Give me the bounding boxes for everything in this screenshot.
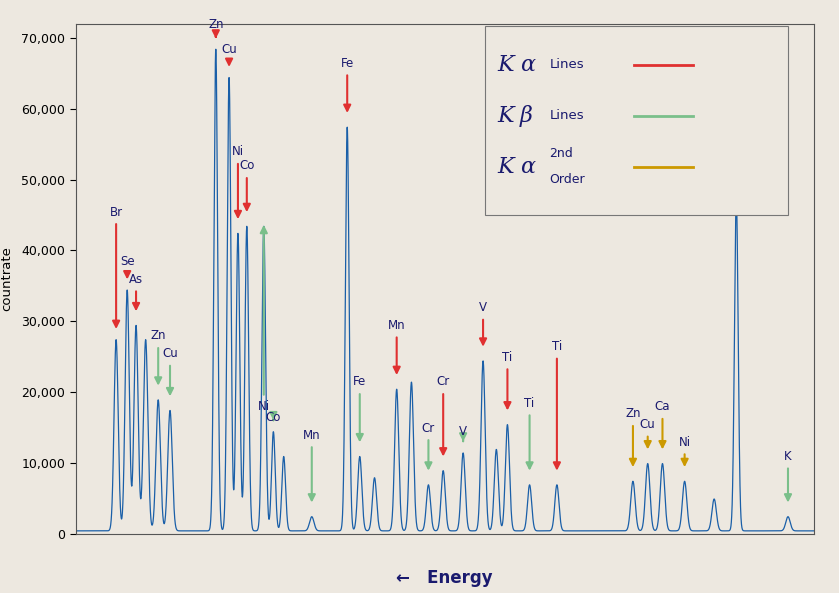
Text: Zn: Zn — [625, 407, 641, 465]
Text: ←   Energy: ← Energy — [396, 569, 493, 588]
Text: Ti: Ti — [503, 350, 513, 408]
Text: V: V — [459, 425, 467, 441]
Text: Cr: Cr — [436, 375, 450, 454]
Text: V: V — [479, 301, 487, 345]
Text: α: α — [520, 155, 535, 177]
Text: Zn: Zn — [208, 18, 223, 37]
Text: Order: Order — [550, 173, 585, 186]
Text: Ti: Ti — [552, 340, 562, 468]
Text: Zn: Zn — [150, 330, 166, 384]
Text: Cu: Cu — [221, 43, 237, 65]
Text: Lines: Lines — [550, 109, 584, 122]
Text: Ni: Ni — [679, 436, 690, 465]
Text: Fe: Fe — [353, 375, 367, 440]
Text: As: As — [129, 273, 143, 309]
Text: Mn: Mn — [388, 319, 405, 373]
Text: Co: Co — [239, 160, 254, 210]
Text: Ca: Ca — [654, 400, 670, 447]
Text: K: K — [498, 53, 514, 75]
Text: β: β — [520, 104, 533, 126]
Text: Ti: Ti — [524, 397, 534, 468]
Text: 2nd: 2nd — [550, 147, 573, 160]
Text: K: K — [498, 155, 514, 177]
Text: K: K — [784, 450, 792, 500]
Text: Lines: Lines — [550, 58, 584, 71]
Text: Ca: Ca — [728, 142, 744, 181]
Text: Cr: Cr — [422, 422, 435, 468]
Text: Ni: Ni — [258, 227, 270, 413]
Text: Br: Br — [110, 206, 122, 327]
Text: Cu: Cu — [640, 418, 655, 447]
Text: Mn: Mn — [303, 429, 320, 500]
Y-axis label: countrate: countrate — [0, 246, 13, 311]
FancyBboxPatch shape — [485, 26, 788, 215]
Text: Ni: Ni — [232, 145, 244, 217]
Text: α: α — [520, 53, 535, 75]
Text: K: K — [498, 104, 514, 126]
Text: Co: Co — [266, 411, 281, 424]
Text: Fe: Fe — [341, 57, 354, 111]
Text: Cu: Cu — [162, 347, 178, 394]
Text: Se: Se — [120, 255, 134, 277]
